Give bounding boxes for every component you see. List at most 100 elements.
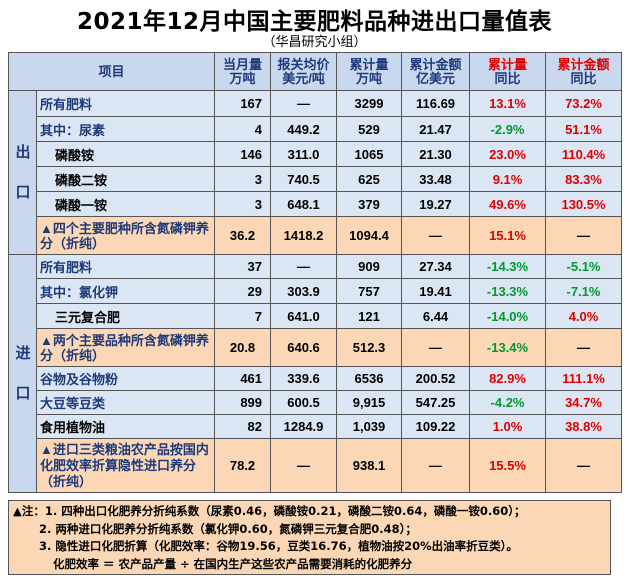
cell-cum: 909: [336, 254, 403, 279]
row-label: 所有肥料: [35, 90, 216, 117]
cell-amt-yoy: -7.1%: [545, 278, 623, 304]
cell-cum: 1065: [336, 141, 403, 167]
cell-amt-yoy: —: [545, 328, 623, 367]
cell-amt: —: [401, 216, 471, 255]
cell-price: 311.0: [270, 141, 338, 167]
cell-price: 641.0: [270, 303, 338, 329]
cell-month: 146: [214, 141, 272, 167]
cell-cum: 1094.4: [336, 216, 403, 255]
cell-amt-yoy: 51.1%: [545, 116, 623, 142]
cell-qty-yoy: -13.3%: [469, 278, 547, 304]
cell-price: —: [270, 90, 338, 117]
table-row: 大豆等豆类 899 600.5 9,915 547.25 -4.2% 34.7%: [8, 390, 623, 415]
page-title: 2021年12月中国主要肥料品种进出口量值表: [76, 9, 553, 35]
cell-amt-yoy: —: [545, 438, 623, 493]
table-row: 磷酸二铵 3 740.5 625 33.48 9.1% 83.3%: [8, 166, 623, 192]
row-label: 三元复合肥: [35, 303, 216, 329]
cell-qty-yoy: -4.2%: [469, 390, 547, 415]
cell-qty-yoy: -13.4%: [469, 328, 547, 367]
cell-cum: 529: [336, 116, 403, 142]
cell-cum: 6536: [336, 366, 403, 391]
cell-qty-yoy: 15.5%: [469, 438, 547, 493]
cell-amt-yoy: —: [545, 216, 623, 255]
cell-month: 899: [214, 390, 272, 415]
table-row: 磷酸一铵 3 648.1 379 19.27 49.6% 130.5%: [8, 191, 623, 217]
cell-qty-yoy: 15.1%: [469, 216, 547, 255]
cell-qty-yoy: 23.0%: [469, 141, 547, 167]
row-label: ▲四个主要肥种所含氮磷钾养分（折纯）: [35, 216, 216, 255]
cell-amt: 6.44: [401, 303, 471, 329]
cell-qty-yoy: 13.1%: [469, 90, 547, 117]
header-row: 项目 当月量 万吨 报关均价 美元/吨 累计量 万吨 累计金额 亿美元 累计量 同比 累计…: [7, 52, 623, 91]
cell-amt-yoy: 83.3%: [545, 166, 623, 192]
cell-month: 78.2: [214, 438, 272, 493]
cell-qty-yoy: 1.0%: [469, 414, 547, 439]
table-row-summary: ▲四个主要肥种所含氮磷钾养分（折纯） 36.2 1418.2 1094.4 — …: [8, 216, 623, 255]
cell-month: 20.8: [214, 328, 272, 367]
cell-qty-yoy: 9.1%: [469, 166, 547, 192]
header-month-qty: 当月量 万吨: [214, 52, 272, 91]
table-row: 其中：氯化钾 29 303.9 757 19.41 -13.3% -7.1%: [8, 278, 623, 304]
cell-cum: 379: [336, 191, 403, 217]
row-label: 谷物及谷物粉: [35, 366, 216, 391]
section-export-label: 出口: [8, 90, 37, 255]
cell-amt-yoy: 130.5%: [545, 191, 623, 217]
cell-month: 3: [214, 191, 272, 217]
cell-month: 82: [214, 414, 272, 439]
row-label: 大豆等豆类: [35, 390, 216, 415]
cell-amt-yoy: 111.1%: [545, 366, 623, 391]
cell-price: 449.2: [270, 116, 338, 142]
cell-amt: 27.34: [401, 254, 471, 279]
row-label: 磷酸一铵: [35, 191, 216, 217]
cell-amt: —: [401, 438, 471, 493]
note-line: ▲注：1. 四种出口化肥养分折纯系数（尿素0.46，磷酸铵0.21，磷酸二铵0.…: [13, 504, 526, 518]
notes-box: ▲注：1. 四种出口化肥养分折纯系数（尿素0.46，磷酸铵0.21，磷酸二铵0.…: [8, 500, 611, 575]
cell-cum: 512.3: [336, 328, 403, 367]
page-subtitle: （华昌研究小组）: [262, 35, 367, 50]
row-label: 其中：尿素: [35, 116, 216, 142]
cell-cum: 625: [336, 166, 403, 192]
cell-amt: 109.22: [401, 414, 471, 439]
cell-price: —: [270, 254, 338, 279]
cell-month: 167: [214, 90, 272, 117]
header-cum-amt-yoy: 累计金额 同比: [545, 52, 623, 91]
table-row: 谷物及谷物粉 461 339.6 6536 200.52 82.9% 111.1…: [8, 366, 623, 391]
cell-month: 4: [214, 116, 272, 142]
cell-month: 7: [214, 303, 272, 329]
table-row: 进口 所有肥料 37 — 909 27.34 -14.3% -5.1%: [8, 254, 623, 493]
cell-price: 1418.2: [270, 216, 338, 255]
cell-price: 303.9: [270, 278, 338, 304]
cell-price: 648.1: [270, 191, 338, 217]
cell-amt: 21.47: [401, 116, 471, 142]
cell-amt: 116.69: [401, 90, 471, 117]
cell-amt: 547.25: [401, 390, 471, 415]
trade-table: 项目 当月量 万吨 报关均价 美元/吨 累计量 万吨 累计金额 亿美元 累计量 同比 累计…: [7, 52, 623, 493]
row-label: 磷酸铵: [35, 141, 216, 167]
cell-amt: 21.30: [401, 141, 471, 167]
cell-amt-yoy: 73.2%: [545, 90, 623, 117]
cell-cum: 9,915: [336, 390, 403, 415]
table-row: 出口 所有肥料 167 — 3299 116.69 13.1% 73.2%: [8, 90, 623, 255]
header-item: 项目: [7, 52, 216, 91]
cell-price: 640.6: [270, 328, 338, 367]
cell-qty-yoy: 82.9%: [469, 366, 547, 391]
cell-amt: 200.52: [401, 366, 471, 391]
note-line: 化肥效率 ＝ 农产品产量 ÷ 在国内生产这些农产品需要消耗的化肥养分: [53, 556, 413, 571]
cell-amt-yoy: 4.0%: [545, 303, 623, 329]
cell-price: 339.6: [270, 366, 338, 391]
table-row: 磷酸铵 146 311.0 1065 21.30 23.0% 110.4%: [8, 141, 623, 167]
cell-month: 461: [214, 366, 272, 391]
section-import-label: 进口: [8, 254, 37, 493]
cell-cum: 121: [336, 303, 403, 329]
cell-amt: —: [401, 328, 471, 367]
cell-qty-yoy: 49.6%: [469, 191, 547, 217]
table-row-summary: ▲两个主要品种所含氮磷钾养分（折纯） 20.8 640.6 512.3 — -1…: [8, 328, 623, 367]
cell-cum: 757: [336, 278, 403, 304]
header-cum-amt: 累计金额 亿美元: [401, 52, 471, 91]
note-line: 2. 两种进口化肥养分折纯系数（氯化钾0.60，氮磷钾三元复合肥0.48）；: [39, 521, 417, 536]
row-label: 其中：氯化钾: [35, 278, 216, 304]
cell-amt-yoy: 38.8%: [545, 414, 623, 439]
cell-price: 600.5: [270, 390, 338, 415]
row-label: ▲进口三类粮油农产品按国内化肥效率折算隐性进口养分（折纯）: [35, 438, 216, 493]
cell-cum: 938.1: [336, 438, 403, 493]
